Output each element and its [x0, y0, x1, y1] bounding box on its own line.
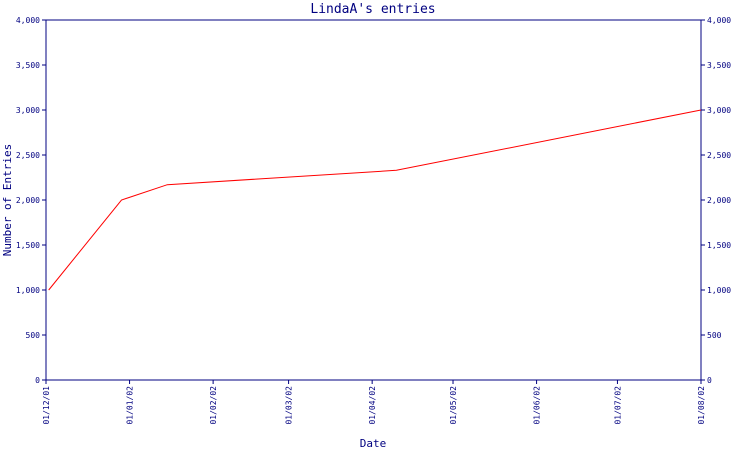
x-tick-label: 01/12/01	[42, 386, 51, 425]
y-tick-label-right: 1,500	[707, 241, 731, 250]
x-tick-label: 01/02/02	[209, 386, 218, 425]
y-axis-right: 0 500 1,000 1,500 2,000 2,500 3,000 3,500 4,000	[701, 16, 731, 385]
y-tick-label-right: 1,000	[707, 286, 731, 295]
y-axis-left: 0 500 1,000 1,500 2,000 2,500 3,000 3,500 4,000	[16, 16, 46, 385]
y-tick-label-left: 3,000	[16, 106, 40, 115]
x-tick-label: 01/06/02	[533, 386, 542, 425]
y-tick-label-right: 4,000	[707, 16, 731, 25]
y-axis-label: Number of Entries	[1, 144, 14, 257]
y-tick-label-right: 0	[707, 376, 712, 385]
chart-title: LindaA's entries	[310, 2, 435, 17]
y-tick-label-left: 500	[26, 331, 41, 340]
y-tick-label-left: 4,000	[16, 16, 40, 25]
y-tick-label-right: 2,500	[707, 151, 731, 160]
plot-area	[45, 19, 702, 381]
x-tick-label: 01/01/02	[126, 386, 135, 425]
x-tick-label: 01/03/02	[285, 386, 294, 425]
x-axis-label: Date	[360, 437, 387, 450]
y-tick-label-left: 1,500	[16, 241, 40, 250]
y-tick-label-right: 3,500	[707, 61, 731, 70]
x-tick-label: 01/08/02	[697, 386, 706, 425]
series-line	[48, 109, 702, 291]
y-tick-label-left: 0	[35, 376, 40, 385]
series-group	[48, 109, 702, 291]
y-tick-label-right: 2,000	[707, 196, 731, 205]
y-tick-label-left: 3,500	[16, 61, 40, 70]
y-tick-label-right: 500	[707, 331, 722, 340]
y-tick-label-left: 2,500	[16, 151, 40, 160]
x-axis: 01/12/01 01/01/02 01/02/02 01/03/02 01/04/02…	[42, 380, 706, 425]
x-tick-label: 01/04/02	[368, 386, 377, 425]
x-tick-label: 01/05/02	[449, 386, 458, 425]
x-tick-label: 01/07/02	[613, 386, 622, 425]
y-tick-label-right: 3,000	[707, 106, 731, 115]
y-tick-label-left: 1,000	[16, 286, 40, 295]
y-tick-label-left: 2,000	[16, 196, 40, 205]
